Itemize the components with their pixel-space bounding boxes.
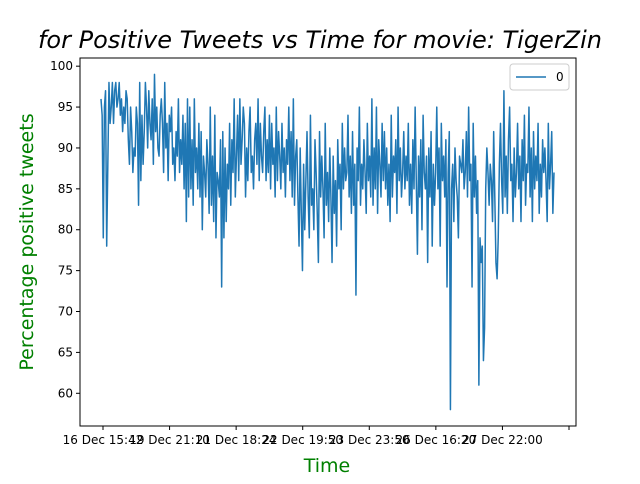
y-tick-label: 60 (58, 386, 73, 400)
plot-area (79, 57, 577, 427)
x-tick-label: 16 Dec 15:42 (63, 433, 144, 447)
x-tick-label: 26 Dec 16:20 (396, 433, 477, 447)
legend-entry-label: 0 (556, 70, 564, 84)
legend: 0 (509, 63, 570, 91)
x-tick-label: 23 Dec 23:50 (329, 433, 410, 447)
chart-title: for Positive Tweets vs Time for movie: T… (38, 26, 602, 54)
x-tick-label: 21 Dec 18:24 (196, 433, 277, 447)
y-tick-label: 80 (58, 223, 73, 237)
y-axis: 60 65 70 75 80 85 90 95 100 (50, 59, 80, 400)
y-tick-label: 75 (58, 264, 73, 278)
x-tick-label: 19 Dec 21:10 (129, 433, 210, 447)
y-tick-label: 100 (50, 59, 73, 73)
y-tick-label: 90 (58, 141, 73, 155)
y-tick-label: 65 (58, 345, 73, 359)
x-tick-label: 22 Dec 19:50 (262, 433, 343, 447)
axes-frame (79, 57, 577, 427)
y-tick-label: 70 (58, 305, 73, 319)
y-tick-label: 95 (58, 100, 73, 114)
x-axis-label: Time (303, 455, 351, 477)
x-tick-label: 27 Dec 22:00 (462, 433, 543, 447)
y-axis-label: Percentage positive tweets (16, 113, 38, 370)
y-tick-label: 85 (58, 182, 73, 196)
series-line (100, 73, 555, 411)
